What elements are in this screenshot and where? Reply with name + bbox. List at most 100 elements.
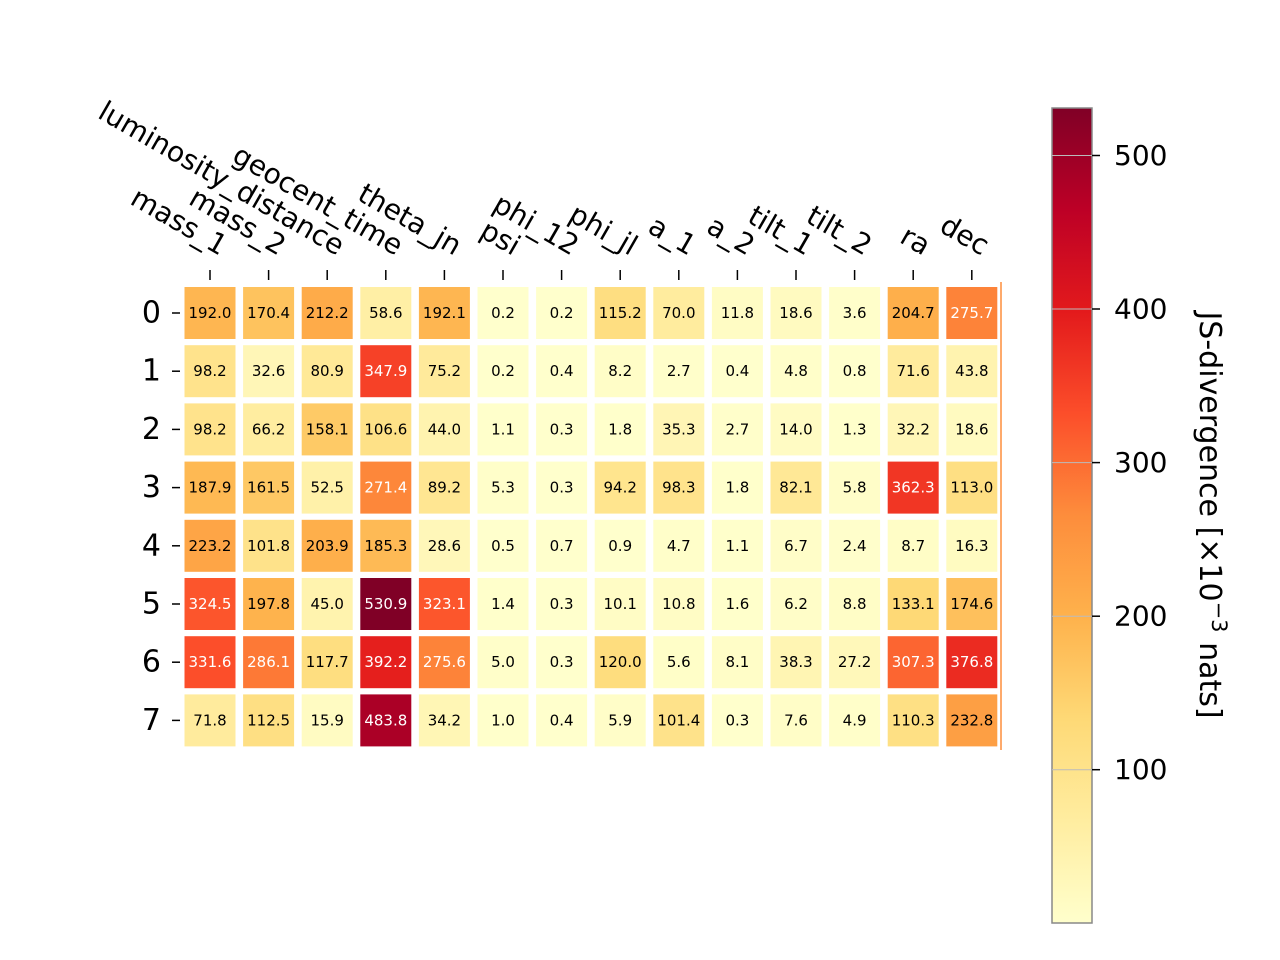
heatmap-cell (536, 287, 588, 339)
heatmap-cell (184, 694, 236, 747)
y-axis-ticks: 0 1 2 3 4 5 6 7 (142, 296, 180, 738)
cell-value-label: 5.3 (491, 479, 515, 497)
cell-value-label: 0.3 (550, 653, 574, 671)
cell-value-label: 3.6 (843, 304, 867, 322)
heatmap-cell (360, 461, 412, 514)
cell-value-label: 2.7 (667, 362, 691, 380)
heatmap-cell (946, 636, 998, 689)
cell-value-label: 1.1 (725, 537, 749, 555)
heatmap-cell (301, 636, 353, 689)
heatmap-cell (536, 519, 588, 572)
heatmap-cell (594, 461, 646, 514)
cell-value-label: 5.9 (608, 711, 632, 729)
cell-value-label: 112.5 (247, 711, 290, 729)
heatmap-cell (711, 461, 763, 514)
y-tick-label: 1 (142, 354, 161, 389)
heatmap-cell (360, 287, 412, 339)
cell-value-label: 0.8 (843, 362, 867, 380)
cell-value-label: 18.6 (779, 304, 812, 322)
heatmap-cell (653, 694, 705, 747)
cell-value-label: 6.7 (784, 537, 808, 555)
cell-value-label: 530.9 (364, 595, 407, 613)
cell-value-label: 89.2 (428, 479, 461, 497)
cell-value-label: 0.3 (550, 420, 574, 438)
cell-value-label: 286.1 (247, 653, 290, 671)
heatmap-cell (477, 287, 529, 339)
heatmap-cell (477, 461, 529, 514)
cell-value-label: 8.2 (608, 362, 632, 380)
cell-value-label: 483.8 (364, 711, 407, 729)
heatmap-cell (946, 287, 998, 339)
cell-value-label: 70.0 (662, 304, 695, 322)
heatmap-cell (418, 403, 470, 456)
heatmap-cell (536, 403, 588, 456)
y-tick-label: 0 (142, 296, 161, 331)
heatmap-cell (360, 578, 412, 630)
cell-value-label: 43.8 (955, 362, 988, 380)
cell-value-label: 5.8 (843, 479, 867, 497)
cell-value-label: 120.0 (599, 653, 642, 671)
cell-value-label: 0.4 (550, 711, 574, 729)
heatmap-cell (653, 403, 705, 456)
cell-value-label: 6.2 (784, 595, 808, 613)
heatmap-cell (184, 519, 236, 572)
colorbar-title-suffix: nats] (1192, 633, 1227, 719)
cell-value-label: 0.3 (725, 711, 749, 729)
cell-value-label: 8.1 (725, 653, 749, 671)
heatmap-cell (301, 345, 353, 398)
cell-value-label: 5.6 (667, 653, 691, 671)
heatmap-cell (184, 403, 236, 456)
cell-value-label: 185.3 (364, 537, 407, 555)
cell-value-label: 170.4 (247, 304, 290, 322)
cell-value-label: 10.1 (603, 595, 636, 613)
heatmap-cell (301, 694, 353, 747)
heatmap-cell (184, 578, 236, 630)
heatmap-cell (594, 636, 646, 689)
heatmap-cell (536, 636, 588, 689)
cell-value-label: 1.6 (725, 595, 749, 613)
heatmap-cell (653, 287, 705, 339)
heatmap-cell (887, 287, 939, 339)
cell-value-label: 34.2 (428, 711, 461, 729)
heatmap-cell (243, 578, 295, 630)
heatmap-cell (829, 287, 881, 339)
cell-value-label: 161.5 (247, 479, 290, 497)
cell-value-label: 5.0 (491, 653, 515, 671)
x-tick-label: a_1 (643, 209, 702, 262)
heatmap-cell (301, 287, 353, 339)
cell-value-label: 0.9 (608, 537, 632, 555)
heatmap-cell (536, 694, 588, 747)
colorbar-gradient (1051, 107, 1093, 924)
cell-value-label: 133.1 (892, 595, 935, 613)
heatmap-cell (887, 403, 939, 456)
cell-value-label: 113.0 (950, 479, 993, 497)
cell-value-label: 18.6 (955, 420, 988, 438)
cell-value-label: 4.9 (843, 711, 867, 729)
cell-value-label: 376.8 (950, 653, 993, 671)
x-tick-label: tilt_2 (801, 199, 878, 262)
cell-value-label: 98.3 (662, 479, 695, 497)
heatmap-cell (536, 345, 588, 398)
heatmap-cell (653, 461, 705, 514)
heatmap-cell (418, 287, 470, 339)
heatmap-cell (770, 519, 822, 572)
y-tick-label: 4 (142, 528, 161, 563)
heatmap-cell (829, 519, 881, 572)
cell-value-label: 66.2 (252, 420, 285, 438)
cell-value-label: 192.0 (189, 304, 232, 322)
y-tick-label: 2 (142, 412, 161, 447)
heatmap-cell (770, 694, 822, 747)
cell-value-label: 212.2 (306, 304, 349, 322)
heatmap-cell (829, 636, 881, 689)
heatmap-cell (477, 345, 529, 398)
heatmap-cell (653, 636, 705, 689)
heatmap-cell (770, 345, 822, 398)
cell-value-label: 115.2 (599, 304, 642, 322)
heatmap-cell (536, 461, 588, 514)
cell-value-label: 1.8 (725, 479, 749, 497)
cell-value-label: 27.2 (838, 653, 871, 671)
heatmap-cell (829, 461, 881, 514)
heatmap-cell (477, 519, 529, 572)
cell-value-label: 362.3 (892, 479, 935, 497)
